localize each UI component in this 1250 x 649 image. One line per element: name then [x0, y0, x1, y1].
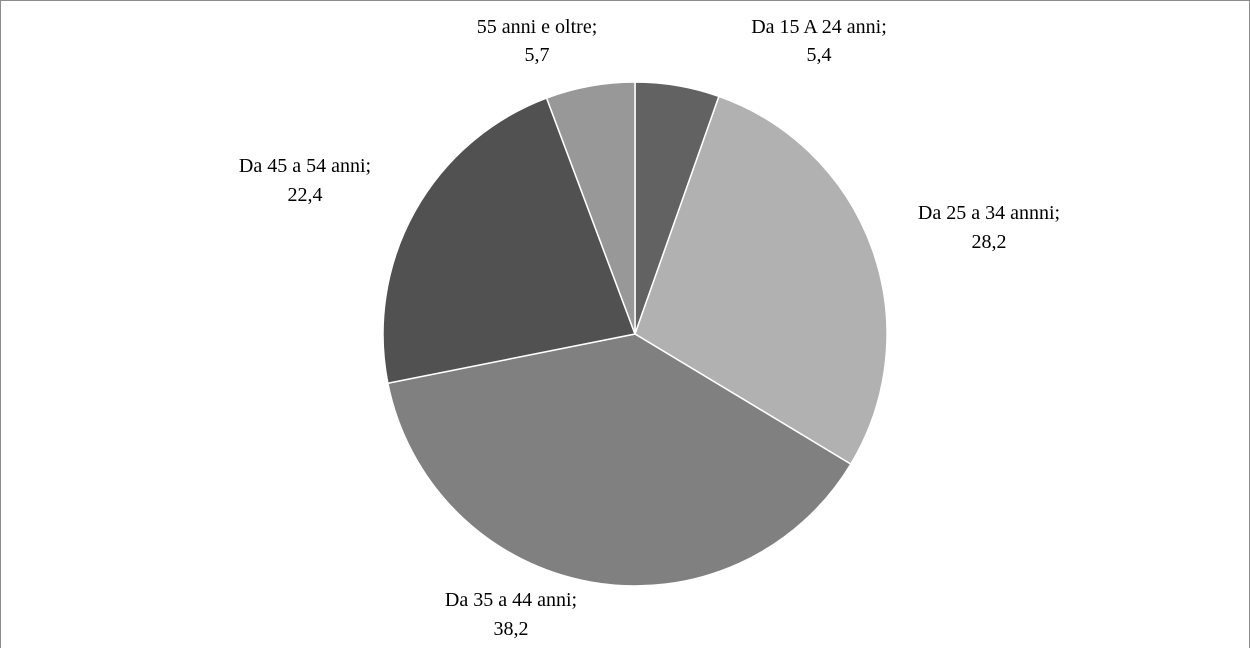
- slice-label-4: Da 45 a 54 anni;: [239, 155, 371, 177]
- slice-value-label-4: 22,4: [288, 184, 323, 206]
- slice-label-1: Da 15 A 24 anni;: [751, 16, 887, 38]
- slice-label-2: Da 25 a 34 annni;: [918, 202, 1060, 224]
- pie-slices: [382, 81, 888, 587]
- slice-value-label-5: 5,7: [525, 44, 550, 66]
- pie-slice-5: [545, 81, 636, 335]
- slice-label-5: 55 anni e oltre;: [477, 16, 598, 38]
- slice-value-label-1: 5,4: [807, 44, 832, 66]
- slice-label-3: Da 35 a 44 anni;: [445, 589, 577, 611]
- pie-slice-3: [386, 333, 852, 587]
- pie-slice-4: [382, 97, 637, 385]
- pie-slice-2: [634, 95, 888, 466]
- slice-value-label-3: 38,2: [494, 618, 529, 640]
- slice-value-label-2: 28,2: [972, 231, 1007, 253]
- pie-labels: Da 15 A 24 anni; 5,4 Da 25 a 34 annni; 28,2…: [239, 16, 1060, 640]
